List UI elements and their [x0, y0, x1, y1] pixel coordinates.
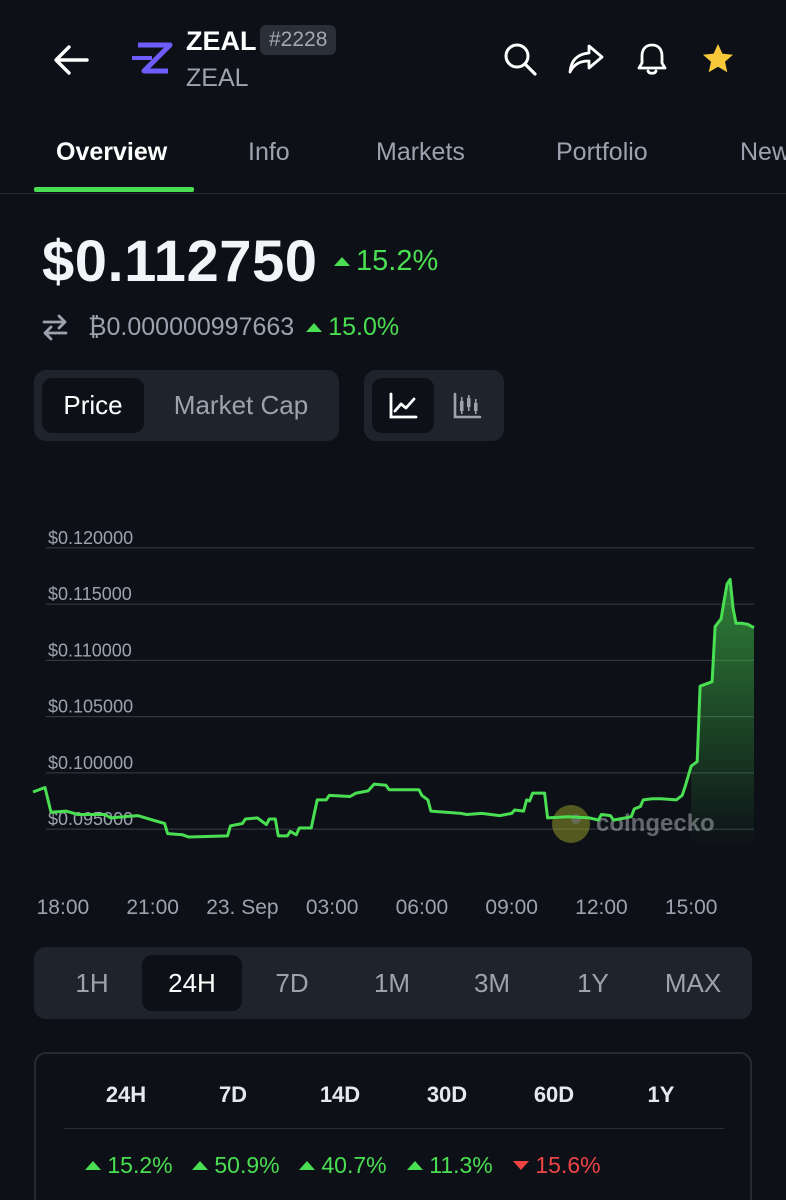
btc-price: ₿0.000000997663	[88, 312, 295, 341]
chart-view-toggle	[364, 370, 504, 441]
usd-change-value: 15.2%	[356, 245, 439, 277]
tab-portfolio[interactable]: Portfolio	[556, 138, 648, 166]
y-tick-label: $0.115000	[48, 584, 132, 604]
arrow-left-icon	[54, 45, 89, 75]
price-chart[interactable]: $0.120000 $0.115000 $0.110000 $0.105000 $0.1…	[0, 520, 786, 930]
x-tick-label: 18:00	[37, 896, 90, 919]
tab-new[interactable]: New	[740, 138, 786, 166]
range-max-button[interactable]: MAX	[664, 968, 722, 998]
tab-overview[interactable]: Overview	[56, 138, 168, 166]
perf-value-24h: 15.2%	[74, 1152, 184, 1179]
tab-bar: Overview Info Markets Portfolio New	[0, 120, 786, 194]
btc-price-row: ₿0.000000997663 15.0%	[40, 308, 399, 346]
coin-name: ZEAL	[186, 64, 249, 92]
x-tick-label: 12:00	[575, 896, 628, 919]
x-tick-label: 15:00	[665, 896, 718, 919]
back-button[interactable]	[48, 38, 94, 82]
y-tick-label: $0.110000	[48, 640, 132, 660]
range-1m-button[interactable]: 1M	[373, 968, 411, 998]
x-tick-label: 06:00	[396, 896, 449, 919]
header: ZEAL #2228 ZEAL	[0, 0, 786, 115]
chart-metric-toggle: Price Market Cap	[34, 370, 339, 441]
btc-change-value: 15.0%	[328, 312, 400, 341]
perf-value-60d: 15.6%	[502, 1152, 612, 1179]
triangle-up-icon	[306, 322, 323, 332]
perf-value-30d: 11.3%	[395, 1152, 505, 1179]
alert-button[interactable]	[632, 38, 672, 80]
share-button[interactable]	[566, 38, 606, 80]
x-tick-label: 03:00	[306, 896, 359, 919]
time-range-selector: 1H 24H 7D 1M 3M 1Y MAX	[34, 947, 752, 1019]
gecko-logo-icon	[552, 805, 590, 843]
triangle-up-icon	[334, 257, 350, 266]
line-chart-icon	[389, 392, 418, 418]
coin-symbol: ZEAL	[186, 26, 257, 56]
candlestick-icon	[453, 392, 482, 418]
star-icon	[703, 44, 733, 73]
perf-header-60d: 60D	[533, 1082, 575, 1107]
x-tick-label: 23. Sep	[206, 896, 278, 919]
tab-info[interactable]: Info	[248, 138, 290, 166]
range-3m-button[interactable]: 3M	[473, 968, 511, 998]
divider	[64, 1128, 724, 1129]
active-tab-indicator	[34, 187, 194, 192]
usd-price-change: 15.2%	[334, 245, 438, 278]
coin-logo	[128, 40, 174, 76]
line-chart-button[interactable]	[372, 378, 434, 433]
search-button[interactable]	[500, 38, 540, 80]
y-tick-label: $0.100000	[48, 753, 133, 773]
usd-price: $0.112750	[42, 229, 318, 294]
range-1y-button[interactable]: 1Y	[577, 968, 609, 998]
triangle-down-icon	[513, 1161, 530, 1170]
perf-value-14d: 40.7%	[288, 1152, 398, 1179]
candlestick-chart-button[interactable]	[436, 378, 498, 433]
perf-header-24h: 24H	[105, 1082, 147, 1107]
y-tick-label: $0.105000	[48, 697, 133, 717]
triangle-up-icon	[299, 1161, 316, 1170]
search-icon	[504, 43, 537, 76]
bell-icon	[637, 43, 667, 75]
y-tick-label: $0.095000	[48, 809, 133, 829]
price-area-fill	[691, 579, 754, 846]
triangle-up-icon	[192, 1161, 209, 1170]
triangle-up-icon	[85, 1161, 102, 1170]
swap-arrows-icon	[42, 314, 68, 341]
perf-header-1y: 1Y	[647, 1082, 675, 1107]
price-performance-table: 24H 7D 14D 30D 60D 1Y 15.2% 50.9% 40.7% …	[34, 1052, 752, 1200]
tab-markets[interactable]: Markets	[376, 138, 465, 166]
x-tick-label: 09:00	[485, 896, 538, 919]
rank-badge: #2228	[260, 25, 337, 55]
range-1h-button[interactable]: 1H	[75, 968, 109, 998]
price-toggle-button[interactable]: Price	[42, 378, 144, 433]
y-tick-label: $0.120000	[48, 528, 133, 548]
x-tick-label: 21:00	[126, 896, 179, 919]
range-7d-button[interactable]: 7D	[275, 968, 309, 998]
triangle-up-icon	[407, 1161, 424, 1170]
share-icon	[568, 44, 604, 74]
perf-header-14d: 14D	[319, 1082, 361, 1107]
price-line	[32, 577, 755, 839]
perf-header-7d: 7D	[218, 1082, 248, 1107]
perf-value-7d: 50.9%	[181, 1152, 291, 1179]
range-24h-button[interactable]: 24H	[142, 955, 242, 1011]
btc-price-change: 15.0%	[306, 313, 399, 342]
market-cap-toggle-button[interactable]: Market Cap	[173, 390, 309, 420]
perf-header-30d: 30D	[426, 1082, 468, 1107]
favorite-button[interactable]	[698, 38, 738, 80]
